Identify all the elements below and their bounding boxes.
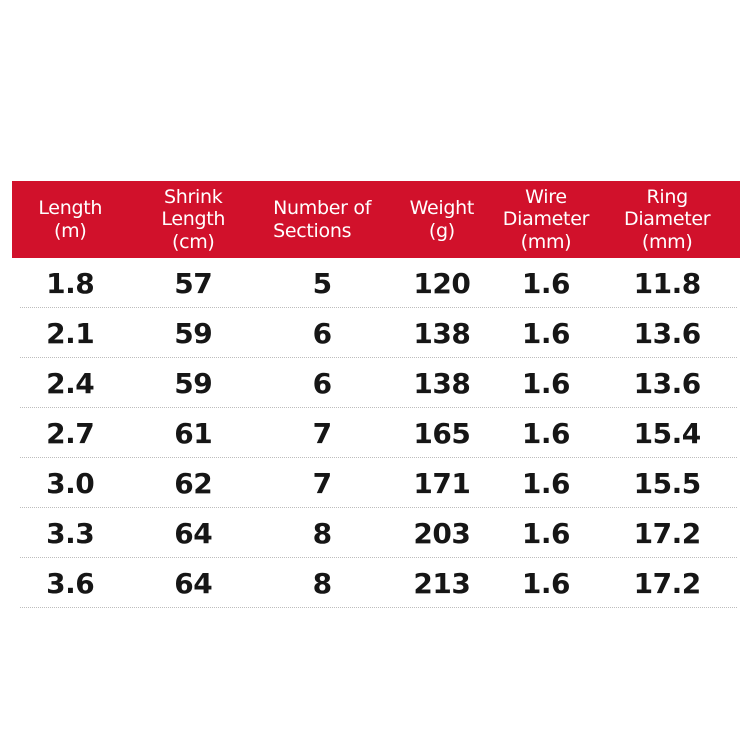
header-label: Weight (g): [409, 197, 475, 242]
table-row: 3.6 64 8 213 1.6 17.2: [12, 558, 740, 608]
table-cell: 3.6: [46, 566, 95, 600]
table-cell: 138: [413, 316, 471, 350]
spec-table: Length (m) Shrink Length (cm) Number of …: [12, 181, 740, 608]
table-row: 1.8 57 5 120 1.6 11.8: [12, 258, 740, 308]
table-cell: 8: [312, 516, 332, 550]
table-cell: 213: [413, 566, 471, 600]
table-cell: 17.2: [633, 566, 702, 600]
header-cell-number-of-sections: Number of Sections: [258, 197, 386, 242]
table-cell: 17.2: [633, 516, 702, 550]
table-cell: 59: [174, 316, 213, 350]
table-cell: 203: [413, 516, 471, 550]
table-cell: 1.6: [521, 516, 571, 550]
table-cell: 1.6: [521, 366, 571, 400]
table-cell: 62: [174, 466, 213, 500]
table-cell: 5: [312, 266, 332, 300]
table-cell: 2.4: [46, 366, 95, 400]
table-cell: 13.6: [633, 366, 702, 400]
table-cell: 11.8: [633, 266, 702, 300]
table-cell: 61: [174, 416, 213, 450]
table-cell: 1.6: [521, 316, 571, 350]
table-cell: 165: [413, 416, 471, 450]
table-cell: 1.6: [521, 266, 571, 300]
table-cell: 6: [312, 316, 332, 350]
table-row: 3.3 64 8 203 1.6 17.2: [12, 508, 740, 558]
table-row: 2.7 61 7 165 1.6 15.4: [12, 408, 740, 458]
table-cell: 138: [413, 366, 471, 400]
header-label: Wire Diameter (mm): [502, 185, 590, 253]
header-cell-shrink-length: Shrink Length (cm): [128, 186, 258, 253]
table-cell: 3.3: [46, 516, 95, 550]
table-cell: 59: [174, 366, 213, 400]
table-row: 2.4 59 6 138 1.6 13.6: [12, 358, 740, 408]
table-cell: 1.6: [521, 566, 571, 600]
header-label: Number of Sections: [273, 197, 372, 242]
header-label: Shrink Length (cm): [161, 185, 226, 253]
table-cell: 7: [312, 466, 332, 500]
table-cell: 15.5: [633, 466, 702, 500]
table-cell: 1.8: [46, 266, 95, 300]
table-cell: 64: [174, 566, 213, 600]
table-cell: 1.6: [521, 466, 571, 500]
table-cell: 57: [174, 266, 213, 300]
table-cell: 6: [312, 366, 332, 400]
table-cell: 8: [312, 566, 332, 600]
table-cell: 15.4: [633, 416, 702, 450]
table-header-row: Length (m) Shrink Length (cm) Number of …: [12, 181, 740, 258]
table-cell: 120: [413, 266, 471, 300]
header-cell-ring-diameter: Ring Diameter (mm): [594, 186, 740, 253]
header-label: Ring Diameter (mm): [624, 185, 711, 253]
table-cell: 64: [174, 516, 213, 550]
table-cell: 13.6: [633, 316, 702, 350]
table-cell: 7: [312, 416, 332, 450]
header-cell-weight: Weight (g): [386, 197, 497, 242]
table-cell: 171: [413, 466, 471, 500]
table-cell: 2.1: [46, 316, 95, 350]
table-row: 2.1 59 6 138 1.6 13.6: [12, 308, 740, 358]
table-cell: 1.6: [521, 416, 571, 450]
table-row: 3.0 62 7 171 1.6 15.5: [12, 458, 740, 508]
header-label: Length (m): [38, 197, 103, 242]
header-cell-length: Length (m): [12, 197, 128, 242]
header-cell-wire-diameter: Wire Diameter (mm): [498, 186, 595, 253]
table-cell: 3.0: [46, 466, 95, 500]
table-cell: 2.7: [46, 416, 95, 450]
